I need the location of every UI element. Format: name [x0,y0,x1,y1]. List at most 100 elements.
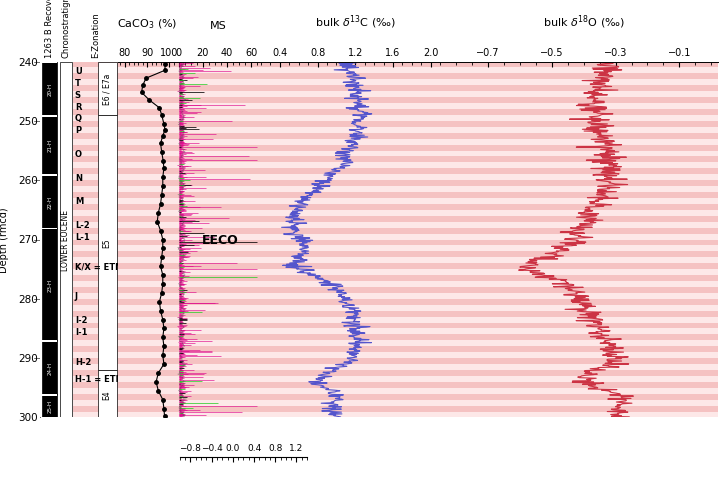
Bar [261,62,450,68]
Bar [261,382,450,388]
Bar [72,192,118,199]
Bar [261,276,450,281]
Text: EECO: EECO [202,233,239,247]
Text: bulk $\delta^{13}$C (‰): bulk $\delta^{13}$C (‰) [315,13,396,31]
Bar [98,62,117,116]
Text: S: S [75,90,80,99]
Bar [450,370,718,376]
Bar [72,86,118,92]
Text: I-1: I-1 [75,327,87,336]
Text: 25-H: 25-H [47,399,52,412]
Bar [450,264,718,270]
Bar [72,121,118,128]
Text: H-1 = ETM2: H-1 = ETM2 [75,374,130,384]
Text: N: N [75,173,82,182]
Bar [118,347,176,352]
Bar [450,323,718,329]
Bar [118,216,176,222]
Text: 240: 240 [18,58,38,67]
Bar [72,299,118,305]
Bar [72,204,118,210]
Bar [42,175,57,177]
Text: 270: 270 [18,235,38,245]
Bar [261,347,450,352]
Bar [450,252,718,258]
Text: E5: E5 [103,238,112,248]
Bar [450,145,718,151]
Text: O: O [75,150,82,159]
Bar [118,169,176,175]
Bar [261,133,450,139]
Bar [42,341,57,342]
Bar [176,394,261,400]
Bar [261,240,450,246]
Bar [176,264,261,270]
Bar [42,394,57,396]
Bar [72,133,118,139]
Bar [118,62,176,68]
Bar [450,169,718,175]
Bar [72,228,118,234]
Text: 24-H: 24-H [47,361,52,374]
Bar [450,204,718,210]
Text: P: P [75,126,81,135]
Bar [261,335,450,341]
Bar [176,288,261,293]
Bar [176,240,261,246]
Text: LOWER EOCENE: LOWER EOCENE [62,210,70,270]
Text: 280: 280 [18,294,38,304]
Bar [42,62,57,64]
Bar [98,116,117,370]
Bar [176,276,261,281]
Bar [261,98,450,104]
Bar [176,359,261,364]
Bar [261,86,450,92]
Bar [72,145,118,151]
Text: L-2: L-2 [75,221,89,230]
Bar [450,288,718,293]
Bar [176,86,261,92]
Bar [176,323,261,329]
Bar [42,228,57,230]
Bar [176,157,261,163]
Bar [176,62,261,68]
Bar [450,311,718,317]
Bar [176,216,261,222]
Bar [176,133,261,139]
Bar [450,74,718,80]
Text: R: R [75,102,81,111]
Bar [450,110,718,116]
Bar [118,359,176,364]
Text: Q: Q [75,114,82,123]
Bar [176,181,261,187]
Bar [42,175,57,228]
Text: MS: MS [210,21,227,31]
Bar [261,323,450,329]
Bar [176,204,261,210]
Text: 23-H: 23-H [47,278,52,291]
Text: 260: 260 [18,176,38,186]
Bar [118,323,176,329]
Bar [450,382,718,388]
Bar [450,181,718,187]
Bar [176,192,261,199]
Bar [42,228,57,341]
Bar [261,288,450,293]
Bar [450,157,718,163]
Text: bulk $\delta^{18}$O (‰): bulk $\delta^{18}$O (‰) [542,13,625,31]
Bar [450,228,718,234]
Bar [176,370,261,376]
Bar [72,335,118,341]
Bar [118,157,176,163]
Bar [118,86,176,92]
Bar [261,252,450,258]
Text: E-Zonation: E-Zonation [91,12,100,58]
Bar [261,192,450,199]
Bar [261,204,450,210]
Bar [261,74,450,80]
Bar [72,347,118,352]
Bar [72,370,118,376]
Text: 1263 B Recovery: 1263 B Recovery [45,0,54,58]
Bar [450,98,718,104]
Bar [72,276,118,281]
